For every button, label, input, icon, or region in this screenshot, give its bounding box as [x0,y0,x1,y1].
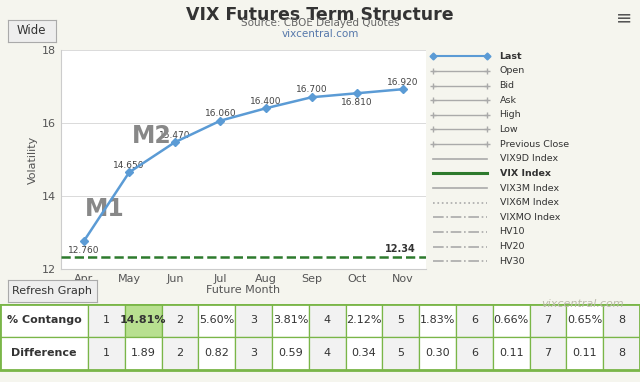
Text: 16.920: 16.920 [387,78,419,87]
FancyBboxPatch shape [456,337,493,370]
Text: 6: 6 [471,348,478,358]
FancyBboxPatch shape [161,304,198,337]
Text: 5.60%: 5.60% [199,315,234,325]
Text: 6: 6 [471,315,478,325]
Text: M1: M1 [85,197,125,221]
FancyBboxPatch shape [603,337,640,370]
Text: VIX9D Index: VIX9D Index [500,154,557,163]
Text: 3.81%: 3.81% [273,315,308,325]
Text: Bid: Bid [500,81,515,90]
Text: VIX3M Index: VIX3M Index [500,183,559,193]
Text: HV20: HV20 [500,242,525,251]
Text: 2.12%: 2.12% [346,315,381,325]
Text: 16.060: 16.060 [205,109,236,118]
Text: 15.470: 15.470 [159,131,191,140]
FancyBboxPatch shape [346,304,383,337]
Text: Difference: Difference [12,348,77,358]
Text: 0.66%: 0.66% [493,315,529,325]
Text: High: High [500,110,521,119]
FancyBboxPatch shape [88,304,125,337]
Text: 14.81%: 14.81% [120,315,166,325]
FancyBboxPatch shape [88,337,125,370]
Text: Low: Low [500,125,518,134]
Text: 14.650: 14.650 [113,161,145,170]
FancyBboxPatch shape [493,337,530,370]
Text: 0.34: 0.34 [351,348,376,358]
Text: Refresh Graph: Refresh Graph [13,286,93,296]
Text: Ask: Ask [500,96,516,105]
Text: 7: 7 [545,315,552,325]
FancyBboxPatch shape [198,337,236,370]
Text: Future Month: Future Month [206,285,280,295]
Text: 16.400: 16.400 [250,97,282,106]
Y-axis label: Volatility: Volatility [28,135,38,184]
Text: 4: 4 [324,315,331,325]
FancyBboxPatch shape [0,337,88,370]
FancyBboxPatch shape [530,337,566,370]
FancyBboxPatch shape [383,337,419,370]
FancyBboxPatch shape [566,304,603,337]
Text: Source: CBOE Delayed Quotes: Source: CBOE Delayed Quotes [241,18,399,28]
FancyBboxPatch shape [198,304,236,337]
Text: VIX Futures Term Structure: VIX Futures Term Structure [186,6,454,24]
Text: Open: Open [500,66,525,75]
Text: 8: 8 [618,348,625,358]
Text: VIX6M Index: VIX6M Index [500,198,559,207]
Text: HV10: HV10 [500,227,525,236]
Text: 1: 1 [103,315,110,325]
Text: 0.11: 0.11 [499,348,524,358]
Text: VIX Index: VIX Index [500,169,550,178]
Text: HV30: HV30 [500,257,525,266]
FancyBboxPatch shape [125,337,161,370]
Text: % Contango: % Contango [6,315,81,325]
Text: 1.83%: 1.83% [420,315,455,325]
Text: M2: M2 [131,124,172,148]
Text: 0.59: 0.59 [278,348,303,358]
FancyBboxPatch shape [125,304,161,337]
Text: ≡: ≡ [616,8,632,28]
FancyBboxPatch shape [309,304,346,337]
FancyBboxPatch shape [493,304,530,337]
Text: vixcentral.com: vixcentral.com [282,29,358,39]
Text: 8: 8 [618,315,625,325]
Text: 3: 3 [250,315,257,325]
FancyBboxPatch shape [530,304,566,337]
Text: 16.700: 16.700 [296,85,328,94]
FancyBboxPatch shape [603,304,640,337]
FancyBboxPatch shape [419,337,456,370]
Text: 0.11: 0.11 [573,348,597,358]
Text: 5: 5 [397,315,404,325]
FancyBboxPatch shape [566,337,603,370]
Text: Previous Close: Previous Close [500,139,569,149]
FancyBboxPatch shape [236,337,272,370]
Text: 0.30: 0.30 [426,348,450,358]
FancyBboxPatch shape [456,304,493,337]
Text: 2: 2 [177,315,184,325]
Text: 12.34: 12.34 [385,244,416,254]
Text: Last: Last [500,52,522,61]
FancyBboxPatch shape [383,304,419,337]
FancyBboxPatch shape [346,337,383,370]
Text: 2: 2 [177,348,184,358]
Text: 0.82: 0.82 [204,348,229,358]
Text: 1: 1 [103,348,110,358]
FancyBboxPatch shape [272,304,309,337]
Text: Wide: Wide [17,24,47,37]
Text: VIXMO Index: VIXMO Index [500,213,560,222]
Text: 12.760: 12.760 [68,246,99,255]
FancyBboxPatch shape [419,304,456,337]
FancyBboxPatch shape [272,337,309,370]
FancyBboxPatch shape [236,304,272,337]
FancyBboxPatch shape [161,337,198,370]
Text: 7: 7 [545,348,552,358]
FancyBboxPatch shape [0,304,88,337]
Text: vixcentral.com: vixcentral.com [541,299,624,309]
Text: 4: 4 [324,348,331,358]
FancyBboxPatch shape [309,337,346,370]
Text: 0.65%: 0.65% [567,315,602,325]
Text: 16.810: 16.810 [341,98,373,107]
Text: 5: 5 [397,348,404,358]
Text: 1.89: 1.89 [131,348,156,358]
Text: 3: 3 [250,348,257,358]
